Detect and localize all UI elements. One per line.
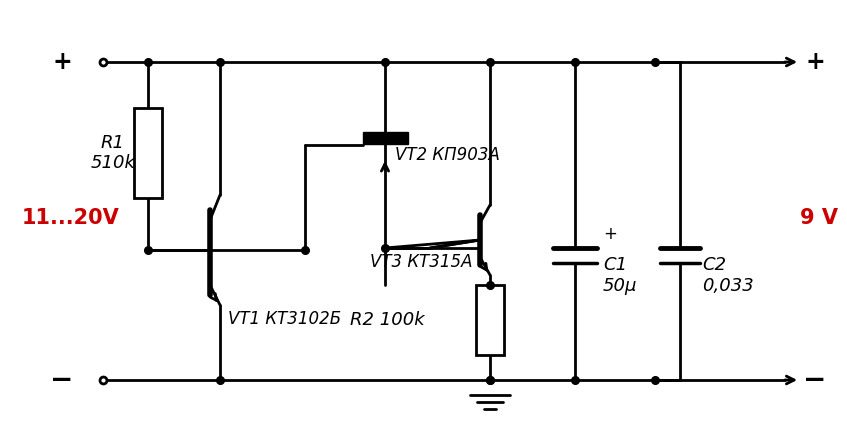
- Text: +: +: [805, 50, 825, 74]
- Text: +: +: [603, 225, 617, 243]
- Text: VT2 КП903А: VT2 КП903А: [395, 146, 500, 164]
- Bar: [363, 132, 408, 144]
- Text: −: −: [50, 366, 74, 394]
- Text: +: +: [53, 50, 72, 74]
- Text: R2 100k: R2 100k: [351, 311, 425, 329]
- Text: 11...20V: 11...20V: [22, 208, 119, 228]
- Text: −: −: [803, 366, 827, 394]
- Bar: [134, 108, 162, 198]
- Text: R1
510k: R1 510k: [91, 134, 136, 173]
- Text: 9 V: 9 V: [800, 208, 838, 228]
- Text: C1
50µ: C1 50µ: [603, 256, 638, 295]
- Text: C2
0,033: C2 0,033: [702, 256, 754, 295]
- Bar: [476, 285, 504, 355]
- Text: VT3 КТ315А: VT3 КТ315А: [370, 253, 473, 271]
- Text: VT1 КТ3102Б: VT1 КТ3102Б: [228, 310, 341, 328]
